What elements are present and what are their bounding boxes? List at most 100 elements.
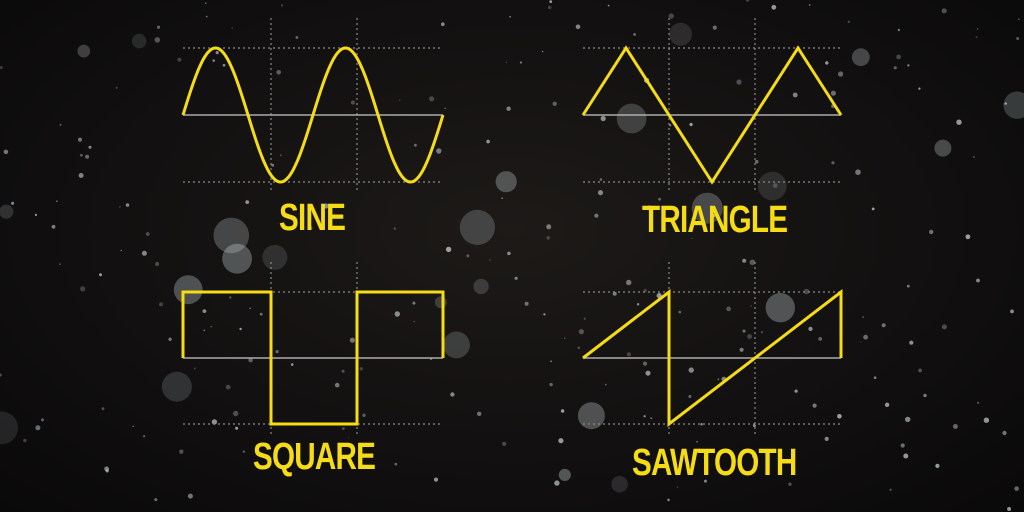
particle [830, 90, 837, 96]
particle [120, 249, 122, 252]
particle [658, 197, 661, 201]
particle [399, 99, 401, 101]
particle [976, 278, 980, 283]
particle [871, 207, 875, 211]
particle [975, 36, 978, 39]
particle [179, 449, 184, 454]
particle [712, 214, 716, 218]
sine-waveform [181, 46, 445, 184]
particle [0, 66, 3, 69]
triangle-waveform [581, 45, 843, 185]
particle [509, 15, 511, 18]
particle [689, 122, 693, 127]
sine-plot [181, 18, 445, 192]
particle [752, 454, 756, 459]
particle [159, 302, 163, 307]
particle [280, 4, 284, 7]
particle [560, 409, 565, 413]
particle [678, 310, 682, 314]
particle [650, 417, 653, 420]
particle [935, 463, 940, 468]
particle [552, 101, 557, 107]
particle [275, 350, 279, 354]
particle [745, 0, 750, 2]
particle [249, 307, 251, 309]
particle [546, 224, 552, 230]
particle [413, 321, 415, 323]
particle [205, 15, 208, 18]
particle [577, 402, 605, 430]
particle [626, 352, 632, 357]
particle [691, 237, 693, 240]
particle [56, 200, 58, 202]
particle [394, 462, 398, 466]
particle [101, 407, 105, 411]
square-plot [181, 262, 445, 434]
particle [80, 153, 83, 157]
particle [674, 218, 677, 221]
particle [893, 66, 897, 70]
particle [205, 2, 207, 4]
particle [703, 456, 706, 458]
particle [295, 36, 299, 39]
particle [259, 312, 263, 316]
particle [577, 346, 580, 349]
particle [838, 71, 844, 77]
square-waveform [181, 290, 445, 426]
particle [245, 200, 250, 205]
particle [507, 251, 511, 256]
sawtooth-label: SAWTOOTH [632, 442, 797, 484]
particle [851, 48, 870, 67]
particle [965, 234, 971, 240]
particle [141, 250, 147, 256]
particle [505, 61, 507, 64]
particle [855, 169, 861, 175]
particle [903, 453, 909, 459]
particle [239, 327, 242, 331]
particle [749, 259, 756, 266]
particle [23, 438, 27, 443]
particle [88, 145, 92, 149]
particle [341, 369, 345, 373]
particle [564, 337, 566, 340]
particle [349, 337, 355, 343]
particle [514, 276, 518, 280]
particle [222, 63, 226, 67]
particle [906, 284, 910, 288]
particle [393, 227, 396, 230]
particle [290, 363, 294, 366]
particle [271, 163, 275, 167]
particle [754, 159, 759, 164]
particle [824, 436, 829, 441]
particle [154, 498, 158, 502]
particle [976, 28, 979, 30]
triangle-plot [581, 18, 843, 192]
particle [934, 139, 952, 157]
particle [213, 217, 250, 254]
particle [550, 360, 552, 363]
particle [394, 311, 400, 317]
particle [803, 288, 810, 295]
particle [863, 334, 868, 340]
particle [952, 424, 958, 429]
particle [897, 28, 901, 32]
particle [193, 367, 196, 370]
particle [502, 441, 507, 446]
particle [541, 50, 544, 53]
particle [578, 329, 585, 335]
particle [323, 203, 329, 209]
particle [414, 143, 417, 147]
particle [78, 137, 82, 142]
particle [773, 183, 778, 188]
particle [668, 13, 674, 19]
particle [202, 309, 207, 313]
particle [543, 313, 546, 316]
particle [558, 438, 564, 444]
particle [187, 493, 193, 499]
particle [923, 393, 927, 398]
particle [229, 296, 232, 299]
particle [983, 417, 990, 423]
particle [473, 278, 489, 295]
particle [742, 258, 747, 263]
